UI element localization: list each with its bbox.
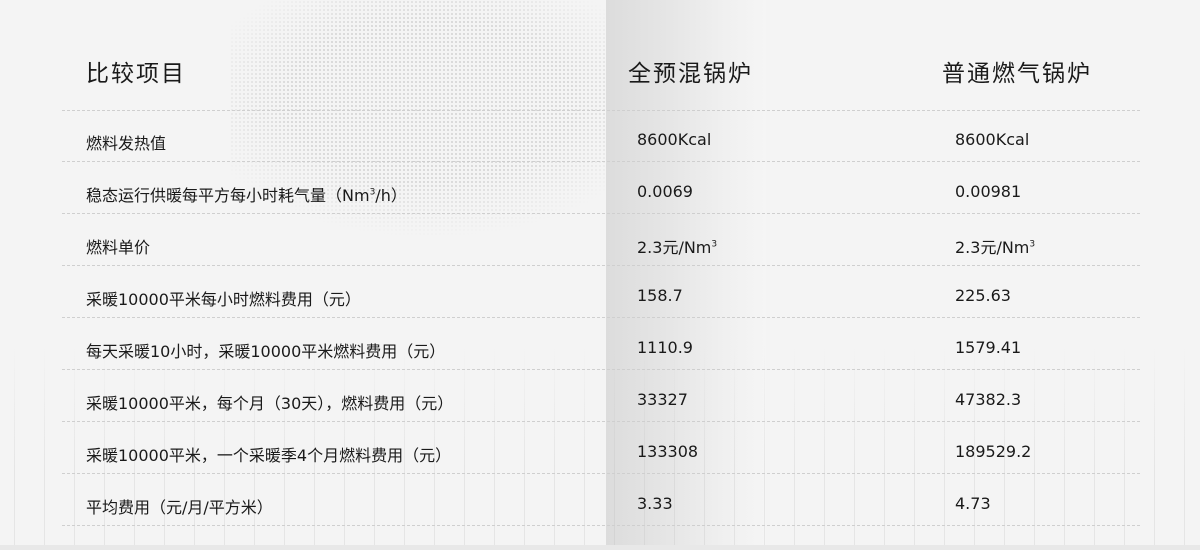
header-item: 比较项目: [86, 61, 186, 87]
text: 2.3元/Nm: [955, 238, 1030, 257]
text: 47382.3: [955, 390, 1022, 409]
text: 0.0069: [637, 182, 693, 201]
city-skyline-background: [0, 345, 1200, 545]
table-row: 采暖10000平米每小时燃料费用（元） 158.7 225.63: [62, 266, 1140, 318]
text: 平均费用（元/月/平方米）: [86, 498, 273, 517]
text: 采暖10000平米，每个月（30天），燃料费用（元）: [86, 394, 454, 413]
highlight-column-band: [606, 0, 766, 550]
text: 3.33: [637, 494, 673, 513]
text: 225.63: [955, 286, 1011, 305]
text: 采暖10000平米，一个采暖季4个月燃料费用（元）: [86, 446, 452, 465]
table-row: 稳态运行供暖每平方每小时耗气量（Nm3/h） 0.0069 0.00981: [62, 162, 1140, 214]
text: 2.3元/Nm: [637, 238, 712, 257]
text: 燃料单价: [86, 238, 151, 257]
cell-label: 采暖10000平米，一个采暖季4个月燃料费用（元）: [86, 442, 451, 466]
header-premix-boiler: 全预混锅炉: [628, 61, 753, 87]
cell-label: 燃料单价: [86, 234, 150, 258]
superscript: 3: [1029, 239, 1036, 250]
superscript: 3: [711, 239, 718, 250]
cell-col2: 225.63: [955, 286, 1011, 305]
text: 158.7: [637, 286, 683, 305]
cell-col1: 8600Kcal: [637, 130, 711, 149]
cell-col1: 1110.9: [637, 338, 693, 357]
cell-col1: 33327: [637, 390, 688, 409]
text: 稳态运行供暖每平方每小时耗气量（Nm: [86, 186, 370, 205]
superscript: 3: [369, 187, 376, 198]
cell-col2: 0.00981: [955, 182, 1021, 201]
cell-col1: 3.33: [637, 494, 673, 513]
text: 133308: [637, 442, 699, 461]
cell-label: 燃料发热值: [86, 130, 166, 154]
text: 8600Kcal: [955, 130, 1030, 149]
text: 采暖10000平米每小时燃料费用（元）: [86, 290, 361, 309]
cell-col1: 158.7: [637, 286, 683, 305]
table-row: 燃料单价 2.3元/Nm3 2.3元/Nm3: [62, 214, 1140, 266]
text: 8600Kcal: [637, 130, 712, 149]
cell-col2: 47382.3: [955, 390, 1021, 409]
text: 4.73: [955, 494, 991, 513]
cell-label: 稳态运行供暖每平方每小时耗气量（Nm3/h）: [86, 182, 407, 206]
text: /h）: [375, 186, 407, 205]
header-standard-gas-boiler: 普通燃气锅炉: [942, 61, 1092, 87]
text: 189529.2: [955, 442, 1032, 461]
cell-col1: 0.0069: [637, 182, 693, 201]
text: 每天采暖10小时，采暖10000平米燃料费用（元）: [86, 342, 446, 361]
cell-col2: 1579.41: [955, 338, 1021, 357]
cell-col2: 2.3元/Nm3: [955, 234, 1035, 258]
table-row: 燃料发热值 8600Kcal 8600Kcal: [62, 110, 1140, 162]
cell-col2: 4.73: [955, 494, 991, 513]
cell-label: 每天采暖10小时，采暖10000平米燃料费用（元）: [86, 338, 445, 362]
table-row: 采暖10000平米，一个采暖季4个月燃料费用（元） 133308 189529.2: [62, 422, 1140, 474]
text: 1110.9: [637, 338, 693, 357]
bottom-strip: [0, 545, 1200, 550]
text: 1579.41: [955, 338, 1022, 357]
cell-col1: 133308: [637, 442, 698, 461]
text: 0.00981: [955, 182, 1022, 201]
table-header-row: 比较项目 全预混锅炉 普通燃气锅炉: [62, 0, 1140, 111]
table-row: 采暖10000平米，每个月（30天），燃料费用（元） 33327 47382.3: [62, 370, 1140, 422]
cell-col2: 8600Kcal: [955, 130, 1029, 149]
cell-label: 采暖10000平米，每个月（30天），燃料费用（元）: [86, 390, 453, 414]
table-row: 平均费用（元/月/平方米） 3.33 4.73: [62, 474, 1140, 526]
text: 燃料发热值: [86, 134, 167, 153]
cell-col2: 189529.2: [955, 442, 1031, 461]
table-row: 每天采暖10小时，采暖10000平米燃料费用（元） 1110.9 1579.41: [62, 318, 1140, 370]
world-map-background: [230, 0, 630, 250]
cell-label: 采暖10000平米每小时燃料费用（元）: [86, 286, 361, 310]
cell-label: 平均费用（元/月/平方米）: [86, 494, 273, 518]
text: 33327: [637, 390, 688, 409]
cell-col1: 2.3元/Nm3: [637, 234, 717, 258]
